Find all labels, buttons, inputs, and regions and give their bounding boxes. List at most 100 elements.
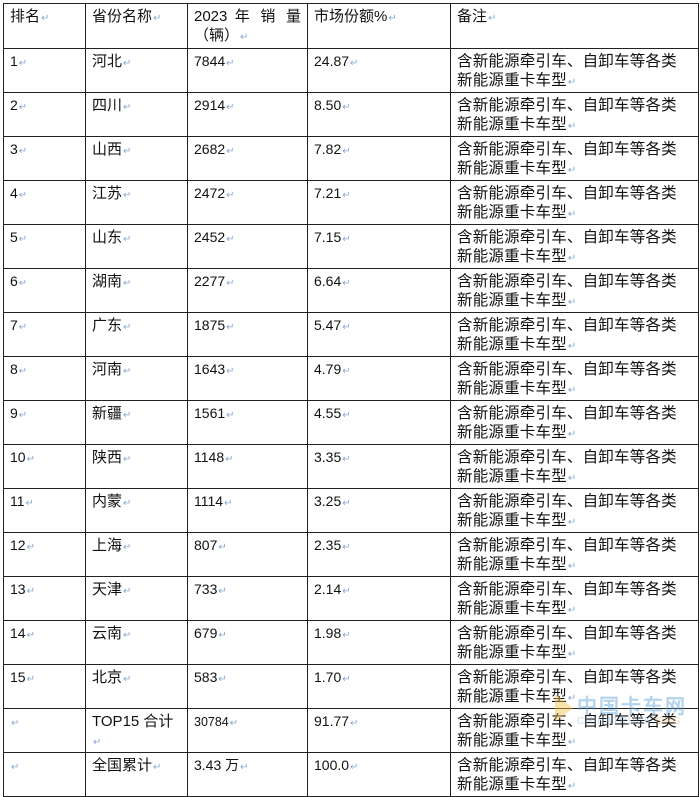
rank-cell: 2 [3,92,86,137]
table-row: 7广东18755.47含新能源牵引车、自卸车等各类新能源重卡车型 [3,312,699,357]
note-cell: 含新能源牵引车、自卸车等各类新能源重卡车型 [450,488,699,533]
paragraph-mark-icon [568,165,576,176]
paragraph-mark-icon [240,762,248,773]
paragraph-mark-icon [350,718,358,729]
share-cell: 2.35 [307,532,451,577]
paragraph-mark-icon [568,473,576,484]
paragraph-mark-icon [123,498,131,509]
note-cell: 含新能源牵引车、自卸车等各类新能源重卡车型 [450,48,699,93]
table-header-row: 排名 省份名称 2023 年 销 量（辆） 市场份额% 备注 [3,3,699,49]
paragraph-mark-icon [342,410,350,421]
province-cell: 河北 [85,48,188,93]
sales-cell: 733 [187,576,308,621]
share-cell: 4.55 [307,400,451,445]
paragraph-mark-icon [342,278,350,289]
province-cell: 广东 [85,312,188,357]
paragraph-mark-icon [218,586,226,597]
province-cell: 北京 [85,664,188,709]
share-cell: 1.70 [307,664,451,709]
rank-cell: 15 [3,664,86,709]
paragraph-mark-icon [123,322,131,333]
sales-cell: 2452 [187,224,308,269]
paragraph-mark-icon [568,121,576,132]
paragraph-mark-icon [153,762,161,773]
paragraph-mark-icon [342,102,350,113]
table-row: 3山西26827.82含新能源牵引车、自卸车等各类新能源重卡车型 [3,136,699,181]
paragraph-mark-icon [27,630,35,641]
paragraph-mark-icon [342,630,350,641]
paragraph-mark-icon [19,322,27,333]
share-cell: 8.50 [307,92,451,137]
note-cell: 含新能源牵引车、自卸车等各类新能源重卡车型 [450,532,699,577]
sales-cell: 2472 [187,180,308,225]
paragraph-mark-icon [342,674,350,685]
paragraph-mark-icon [568,605,576,616]
paragraph-mark-icon [226,102,234,113]
paragraph-mark-icon [342,322,350,333]
note-cell: 含新能源牵引车、自卸车等各类新能源重卡车型 [450,752,699,797]
paragraph-mark-icon [123,410,131,421]
header-note: 备注 [450,3,699,49]
paragraph-mark-icon [568,693,576,704]
paragraph-mark-icon [226,410,234,421]
share-cell: 7.82 [307,136,451,181]
paragraph-mark-icon [342,454,350,465]
paragraph-mark-icon [19,366,27,377]
province-cell: 陕西 [85,444,188,489]
note-cell: 含新能源牵引车、自卸车等各类新能源重卡车型 [450,268,699,313]
table-row: 11内蒙11143.25含新能源牵引车、自卸车等各类新能源重卡车型 [3,488,699,533]
table-row: 1河北784424.87含新能源牵引车、自卸车等各类新能源重卡车型 [3,48,699,93]
share-cell: 1.98 [307,620,451,665]
note-cell: 含新能源牵引车、自卸车等各类新能源重卡车型 [450,180,699,225]
share-cell: 4.79 [307,356,451,401]
rank-cell [3,752,86,797]
paragraph-mark-icon [342,498,350,509]
header-share: 市场份额% [307,3,451,49]
rank-cell: 4 [3,180,86,225]
note-cell: 含新能源牵引车、自卸车等各类新能源重卡车型 [450,576,699,621]
paragraph-mark-icon [123,454,131,465]
paragraph-mark-icon [27,674,35,685]
rank-cell: 3 [3,136,86,181]
rank-cell: 11 [3,488,86,533]
sales-cell: 2682 [187,136,308,181]
province-cell: 江苏 [85,180,188,225]
table-row: 15北京5831.70含新能源牵引车、自卸车等各类新能源重卡车型 [3,664,699,709]
note-cell: 含新能源牵引车、自卸车等各类新能源重卡车型 [450,664,699,709]
paragraph-mark-icon [342,234,350,245]
paragraph-mark-icon [568,297,576,308]
rank-cell: 1 [3,48,86,93]
paragraph-mark-icon [568,385,576,396]
header-sales: 2023 年 销 量（辆） [187,3,308,49]
paragraph-mark-icon [27,542,35,553]
note-cell: 含新能源牵引车、自卸车等各类新能源重卡车型 [450,224,699,269]
table-row: 5山东24527.15含新能源牵引车、自卸车等各类新能源重卡车型 [3,224,699,269]
rank-cell: 5 [3,224,86,269]
note-cell: 含新能源牵引车、自卸车等各类新能源重卡车型 [450,136,699,181]
table-row: TOP15 合计3078491.77含新能源牵引车、自卸车等各类新能源重卡车型 [3,708,699,753]
rank-cell: 10 [3,444,86,489]
sales-cell: 679 [187,620,308,665]
paragraph-mark-icon [123,234,131,245]
paragraph-mark-icon [19,278,27,289]
paragraph-mark-icon [19,410,27,421]
paragraph-mark-icon [568,517,576,528]
sales-cell: 1114 [187,488,308,533]
paragraph-mark-icon [226,278,234,289]
share-cell: 91.77 [307,708,451,753]
table-row: 12上海8072.35含新能源牵引车、自卸车等各类新能源重卡车型 [3,532,699,577]
rank-cell: 13 [3,576,86,621]
rank-cell [3,708,86,753]
rank-cell: 14 [3,620,86,665]
paragraph-mark-icon [19,102,27,113]
paragraph-mark-icon [123,366,131,377]
sales-cell: 807 [187,532,308,577]
sales-cell: 583 [187,664,308,709]
paragraph-mark-icon [218,674,226,685]
note-cell: 含新能源牵引车、自卸车等各类新能源重卡车型 [450,356,699,401]
share-cell: 6.64 [307,268,451,313]
note-cell: 含新能源牵引车、自卸车等各类新能源重卡车型 [450,312,699,357]
paragraph-mark-icon [568,649,576,660]
province-cell: 全国累计 [85,752,188,797]
paragraph-mark-icon [11,718,19,729]
